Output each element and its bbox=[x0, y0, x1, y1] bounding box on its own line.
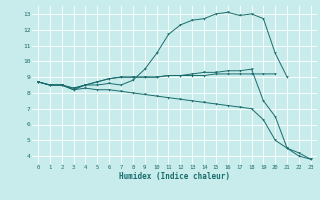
X-axis label: Humidex (Indice chaleur): Humidex (Indice chaleur) bbox=[119, 172, 230, 181]
